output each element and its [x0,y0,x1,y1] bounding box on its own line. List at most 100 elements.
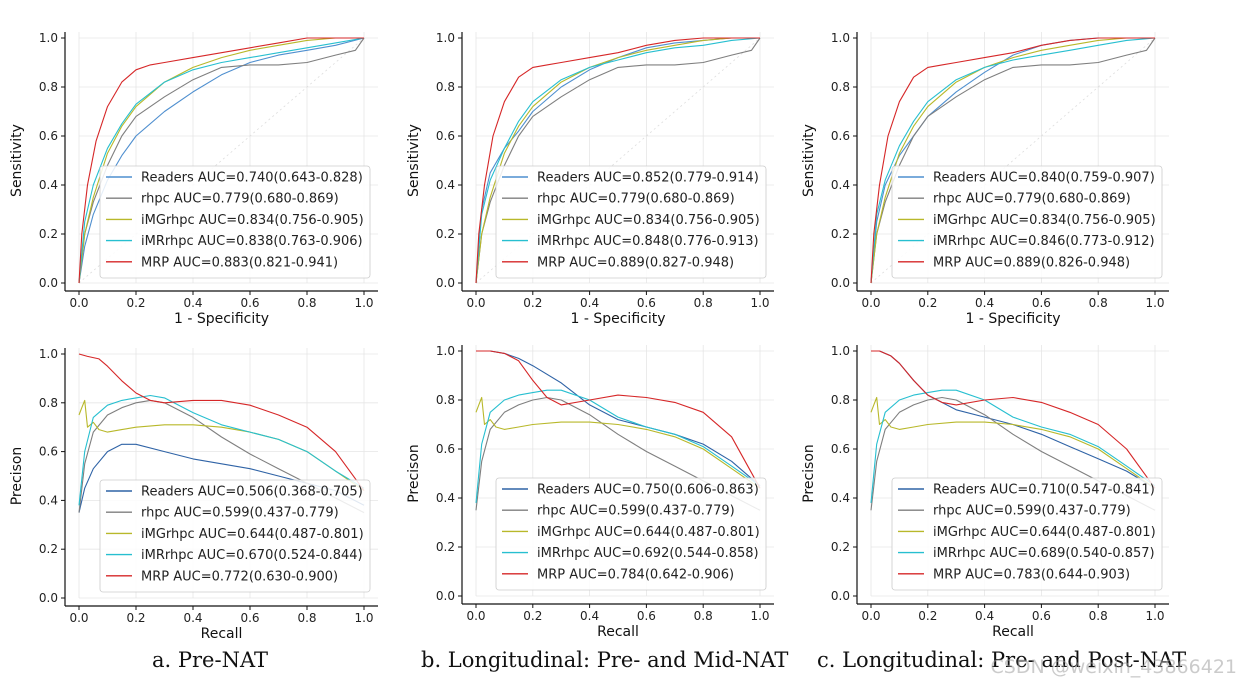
series-line-rhpc [870,396,1156,511]
legend-label-Readers: Readers AUC=0.740(0.643-0.828) [141,171,363,186]
x-tick-label: 0.8 [297,611,316,625]
x-tick-label: 0.0 [861,296,880,310]
x-tick-label: 0.8 [1089,296,1108,310]
x-tick-label: 0.4 [183,296,202,310]
y-tick-label: 0.4 [831,491,850,505]
y-tick-label: 1.0 [436,344,455,358]
x-axis-label: Recall [597,624,639,640]
x-tick-label: 0.4 [975,609,994,623]
x-tick-label: 0.6 [637,296,656,310]
y-tick-label: 0.0 [436,276,455,290]
x-tick-label: 0.6 [240,611,259,625]
legend-label-Readers: Readers AUC=0.710(0.547-0.841) [933,483,1155,498]
y-tick-label: 0.8 [831,393,850,407]
legend-label-iMGrhpc: iMGrhpc AUC=0.834(0.756-0.905) [141,213,364,228]
legend-label-rhpc: rhpc AUC=0.779(0.680-0.869) [537,192,735,207]
x-axis-label: 1 - Specificity [570,311,665,327]
x-tick-label: 0.6 [637,609,656,623]
y-tick-label: 0.0 [436,589,455,603]
x-axis-label: 1 - Specificity [965,311,1060,327]
series-line-MRP [78,353,365,491]
y-tick-label: 0.2 [831,540,850,554]
y-tick-label: 1.0 [39,31,58,45]
legend-box [495,165,767,279]
series-line-rhpc [870,37,1156,284]
y-tick-label: 0.6 [39,445,58,459]
y-tick-label: 0.8 [436,80,455,94]
series-line-iMGrhpc [78,37,364,284]
series-line-iMRrhpc [475,37,761,284]
series-line-Readers [871,350,1156,489]
series-line-Readers [476,350,761,487]
y-tick-label: 0.0 [831,589,850,603]
x-tick-label: 0.8 [1089,609,1108,623]
caption-a: a. Pre-NAT [152,648,268,672]
x-tick-label: 0.6 [240,296,259,310]
y-tick-label: 0.0 [831,276,850,290]
y-axis-label: Precison [9,447,25,506]
x-tick-label: 0.6 [1032,609,1051,623]
legend-label-iMRrhpc: iMRrhpc AUC=0.838(0.763-0.906) [141,234,363,249]
series-line-Readers [78,37,365,284]
series-line-MRP [871,350,1156,489]
legend-label-iMGrhpc: iMGrhpc AUC=0.644(0.487-0.801) [141,527,364,542]
legend-label-MRP: MRP AUC=0.772(0.630-0.900) [141,569,338,584]
y-tick-label: 0.0 [39,276,58,290]
y-tick-label: 0.8 [39,80,58,94]
y-axis-label: Precison [406,444,422,503]
legend-label-iMRrhpc: iMRrhpc AUC=0.670(0.524-0.844) [141,548,363,563]
legend-label-MRP: MRP AUC=0.889(0.827-0.948) [537,255,734,270]
series-line-MRP [78,37,364,284]
legend-label-MRP: MRP AUC=0.889(0.826-0.948) [933,255,1130,270]
x-tick-label: 1.0 [750,296,769,310]
y-tick-label: 0.6 [436,129,455,143]
series-line-iMGrhpc [870,396,1156,489]
legend-label-MRP: MRP AUC=0.883(0.821-0.941) [141,255,338,270]
series-line-rhpc [78,37,365,284]
x-tick-label: 1.0 [354,296,373,310]
legend-label-MRP: MRP AUC=0.783(0.644-0.903) [933,567,1130,582]
x-tick-label: 0.0 [69,296,88,310]
y-tick-label: 1.0 [831,344,850,358]
y-tick-label: 0.8 [436,393,455,407]
x-tick-label: 0.2 [918,609,937,623]
x-axis-label: Recall [992,624,1034,640]
legend-label-Readers: Readers AUC=0.750(0.606-0.863) [537,483,759,498]
x-tick-label: 0.0 [466,609,485,623]
series-line-iMRrhpc [870,389,1156,503]
series-line-iMGrhpc [475,396,761,489]
legend-label-rhpc: rhpc AUC=0.599(0.437-0.779) [537,504,735,519]
x-tick-label: 0.2 [523,296,542,310]
y-tick-label: 0.6 [831,129,850,143]
x-tick-label: 0.8 [297,296,316,310]
y-tick-label: 0.4 [39,493,58,507]
y-axis-label: Sensitivity [9,124,25,197]
panel-a-roc: 0.0 0.2 0.4 0.6 0.8 1.0 0.0 0.2 0.4 0.6 0.8 1.0 1 - … [9,31,378,327]
legend-box [99,479,371,593]
x-tick-label: 0.0 [861,609,880,623]
x-tick-label: 0.6 [1032,296,1051,310]
y-tick-label: 1.0 [436,31,455,45]
legend-label-iMRrhpc: iMRrhpc AUC=0.692(0.544-0.858) [537,546,759,561]
panel-b-pr: 0.0 0.2 0.4 0.6 0.8 1.0 0.0 0.2 0.4 0.6 0.8 1.0 Reca… [406,344,774,640]
legend-label-iMGrhpc: iMGrhpc AUC=0.834(0.756-0.905) [537,213,760,228]
panel-c-roc: 0.0 0.2 0.4 0.6 0.8 1.0 0.0 0.2 0.4 0.6 0.8 1.0 1 - … [801,31,1169,327]
panel-a-pr: 0.0 0.2 0.4 0.6 0.8 1.0 0.0 0.2 0.4 0.6 0.8 1.0 Reca… [9,347,378,642]
legend-label-rhpc: rhpc AUC=0.779(0.680-0.869) [141,192,339,207]
y-tick-label: 1.0 [831,31,850,45]
caption-c: c. Longitudinal: Pre- and Post-NAT [817,648,1187,672]
y-axis-label: Sensitivity [801,124,817,197]
y-tick-label: 0.4 [436,178,455,192]
legend-label-MRP: MRP AUC=0.784(0.642-0.906) [537,567,734,582]
series-line-MRP [870,37,1155,284]
y-tick-label: 0.4 [436,491,455,505]
legend-label-Readers: Readers AUC=0.506(0.368-0.705) [141,485,363,500]
legend-label-iMRrhpc: iMRrhpc AUC=0.689(0.540-0.857) [933,546,1155,561]
panel-c-pr: 0.0 0.2 0.4 0.6 0.8 1.0 0.0 0.2 0.4 0.6 0.8 1.0 Reca… [801,344,1169,640]
legend-label-Readers: Readers AUC=0.852(0.779-0.914) [537,171,759,186]
legend-box [99,165,371,279]
x-tick-label: 1.0 [1145,296,1164,310]
y-tick-label: 0.6 [39,129,58,143]
legend-label-rhpc: rhpc AUC=0.599(0.437-0.779) [933,504,1131,519]
legend-label-rhpc: rhpc AUC=0.599(0.437-0.779) [141,506,339,521]
